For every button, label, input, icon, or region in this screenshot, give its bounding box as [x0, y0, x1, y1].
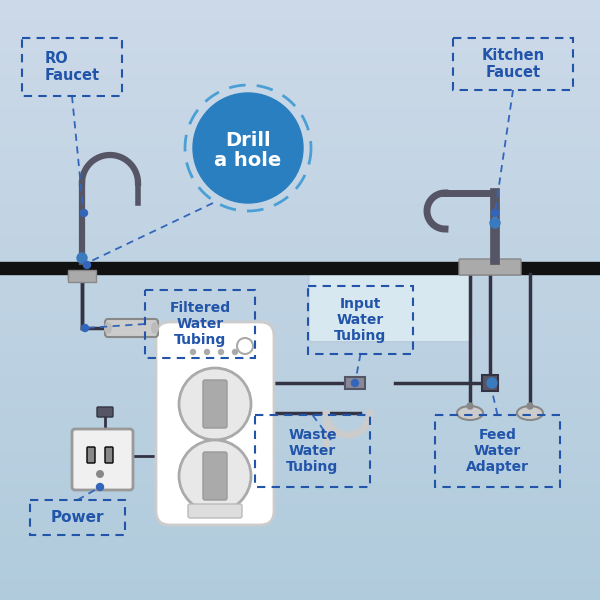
- Circle shape: [193, 93, 303, 203]
- FancyBboxPatch shape: [72, 429, 133, 490]
- Circle shape: [491, 209, 499, 217]
- Text: Drill: Drill: [225, 130, 271, 149]
- Ellipse shape: [151, 322, 159, 334]
- FancyBboxPatch shape: [482, 375, 498, 391]
- FancyBboxPatch shape: [97, 407, 113, 417]
- FancyBboxPatch shape: [308, 269, 472, 342]
- Ellipse shape: [104, 322, 112, 334]
- Circle shape: [77, 253, 87, 263]
- FancyBboxPatch shape: [105, 319, 158, 337]
- FancyBboxPatch shape: [87, 447, 95, 463]
- FancyBboxPatch shape: [203, 452, 227, 500]
- Circle shape: [96, 470, 104, 478]
- Circle shape: [205, 349, 209, 355]
- FancyBboxPatch shape: [68, 270, 96, 282]
- FancyBboxPatch shape: [203, 380, 227, 428]
- Text: Input
Water
Tubing: Input Water Tubing: [334, 297, 386, 343]
- Circle shape: [233, 349, 238, 355]
- Text: RO
Faucet: RO Faucet: [44, 51, 100, 83]
- Text: Feed
Water
Adapter: Feed Water Adapter: [466, 428, 529, 474]
- Circle shape: [97, 484, 104, 491]
- FancyBboxPatch shape: [188, 504, 242, 518]
- Text: Kitchen
Faucet: Kitchen Faucet: [481, 48, 545, 80]
- Circle shape: [218, 349, 223, 355]
- Text: Power: Power: [51, 510, 104, 525]
- Circle shape: [467, 403, 473, 409]
- Text: Waste
Water
Tubing: Waste Water Tubing: [286, 428, 338, 474]
- FancyBboxPatch shape: [459, 259, 521, 275]
- Circle shape: [191, 349, 196, 355]
- Circle shape: [352, 379, 359, 386]
- Circle shape: [179, 440, 251, 512]
- Ellipse shape: [517, 406, 543, 420]
- Ellipse shape: [457, 406, 483, 420]
- Circle shape: [487, 378, 497, 388]
- Text: a hole: a hole: [214, 151, 281, 169]
- Circle shape: [80, 209, 88, 217]
- Circle shape: [83, 262, 91, 269]
- Circle shape: [490, 218, 500, 228]
- Circle shape: [82, 325, 89, 331]
- Circle shape: [527, 403, 533, 409]
- FancyBboxPatch shape: [345, 377, 365, 389]
- Circle shape: [179, 368, 251, 440]
- FancyBboxPatch shape: [156, 322, 274, 525]
- FancyBboxPatch shape: [105, 447, 113, 463]
- Text: Filtered
Water
Tubing: Filtered Water Tubing: [169, 301, 230, 347]
